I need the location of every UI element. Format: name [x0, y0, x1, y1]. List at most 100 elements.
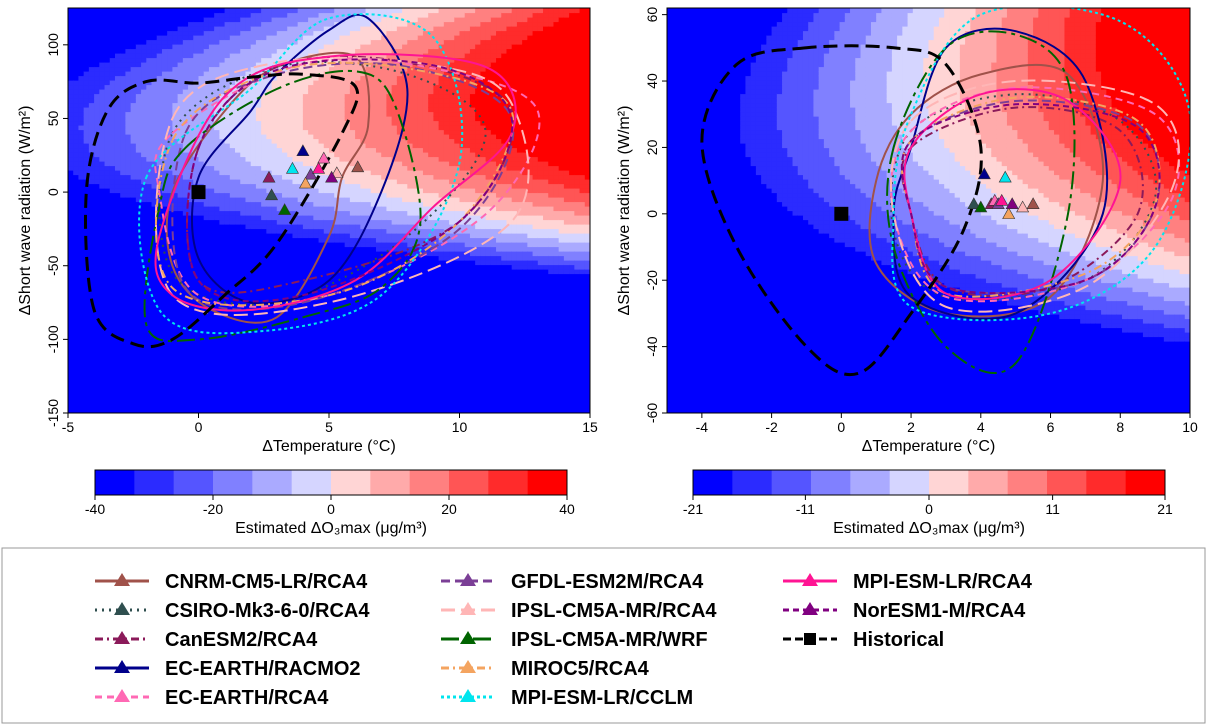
heatmap-cell	[318, 305, 325, 311]
heatmap-cell	[229, 26, 236, 32]
heatmap-cell	[73, 8, 80, 14]
heatmap-cell	[177, 210, 184, 216]
heatmap-cell	[68, 210, 74, 216]
heatmap-cell	[83, 44, 90, 50]
heatmap-cell	[276, 219, 283, 225]
heatmap-cell	[172, 89, 179, 95]
heatmap-cell	[224, 372, 231, 378]
heatmap-cell	[261, 84, 267, 90]
heatmap-cell	[135, 30, 142, 36]
heatmap-cell	[344, 332, 351, 338]
heatmap-cell	[130, 197, 137, 203]
heatmap-cell	[125, 8, 132, 14]
heatmap-cell	[349, 242, 356, 248]
heatmap-cell	[271, 89, 278, 95]
heatmap-cell	[240, 201, 247, 207]
heatmap-cell	[302, 323, 309, 329]
heatmap-cell	[88, 138, 95, 144]
heatmap-cell	[94, 287, 100, 293]
heatmap-cell	[250, 188, 257, 194]
heatmap-cell	[271, 332, 278, 338]
heatmap-cell	[135, 309, 142, 315]
heatmap-cell	[276, 296, 283, 302]
heatmap-cell	[344, 89, 351, 95]
heatmap-cell	[323, 359, 330, 365]
heatmap-cell	[313, 381, 320, 387]
heatmap-cell	[83, 107, 90, 113]
heatmap-cell	[182, 30, 189, 36]
heatmap-cell	[214, 170, 220, 176]
heatmap-cell	[104, 120, 111, 126]
heatmap-cell	[156, 296, 163, 302]
heatmap-cell	[329, 305, 335, 311]
heatmap-cell	[177, 287, 184, 293]
heatmap-cell	[68, 318, 74, 324]
heatmap-cell	[161, 368, 168, 374]
heatmap-cell	[83, 170, 90, 176]
heatmap-cell	[161, 269, 168, 275]
heatmap-cell	[349, 210, 356, 216]
heatmap-cell	[104, 152, 111, 158]
heatmap-cell	[349, 21, 356, 27]
heatmap-cell	[224, 183, 231, 189]
heatmap-cell	[193, 399, 200, 405]
heatmap-cell	[287, 192, 294, 198]
heatmap-cell	[120, 66, 127, 72]
heatmap-cell	[167, 309, 173, 315]
heatmap-cell	[287, 309, 294, 315]
heatmap-cell	[235, 291, 241, 297]
heatmap-cell	[104, 174, 111, 180]
heatmap-cell	[104, 318, 111, 324]
heatmap-cell	[302, 156, 309, 162]
heatmap-cell	[297, 134, 304, 140]
heatmap-cell	[94, 57, 100, 63]
heatmap-cell	[245, 251, 252, 257]
heatmap-cell	[344, 192, 351, 198]
heatmap-cell	[276, 80, 283, 86]
heatmap-cell	[276, 188, 283, 194]
heatmap-cell	[73, 53, 80, 59]
heatmap-cell	[287, 287, 294, 293]
heatmap-cell	[224, 111, 231, 117]
heatmap-cell	[104, 404, 111, 410]
heatmap-cell	[120, 57, 127, 63]
heatmap-cell	[261, 408, 267, 413]
heatmap-cell	[88, 332, 95, 338]
heatmap-cell	[78, 260, 85, 266]
heatmap-cell	[203, 125, 210, 131]
heatmap-cell	[339, 408, 346, 413]
heatmap-cell	[302, 260, 309, 266]
heatmap-cell	[114, 260, 121, 266]
heatmap-cell	[135, 264, 142, 270]
heatmap-cell	[125, 201, 132, 207]
heatmap-cell	[235, 39, 241, 45]
heatmap-cell	[83, 323, 90, 329]
heatmap-cell	[229, 390, 236, 396]
heatmap-cell	[308, 242, 314, 248]
heatmap-cell	[245, 237, 252, 243]
heatmap-cell	[235, 269, 241, 275]
heatmap-cell	[355, 287, 361, 293]
heatmap-cell	[334, 390, 341, 396]
heatmap-cell	[235, 8, 241, 14]
heatmap-cell	[334, 147, 341, 153]
heatmap-cell	[235, 62, 241, 68]
heatmap-cell	[104, 98, 111, 104]
heatmap-cell	[240, 273, 247, 279]
heatmap-cell	[276, 377, 283, 383]
heatmap-cell	[188, 107, 194, 113]
heatmap-cell	[313, 197, 320, 203]
heatmap-cell	[203, 147, 210, 153]
heatmap-cell	[114, 134, 121, 140]
heatmap-cell	[266, 165, 273, 171]
heatmap-cell	[229, 296, 236, 302]
heatmap-cell	[146, 332, 153, 338]
heatmap-cell	[276, 107, 283, 113]
heatmap-cell	[198, 264, 205, 270]
heatmap-cell	[130, 48, 137, 54]
heatmap-cell	[73, 300, 80, 306]
heatmap-cell	[271, 341, 278, 347]
heatmap-cell	[349, 66, 356, 72]
heatmap-cell	[114, 237, 121, 243]
heatmap-cell	[292, 201, 299, 207]
